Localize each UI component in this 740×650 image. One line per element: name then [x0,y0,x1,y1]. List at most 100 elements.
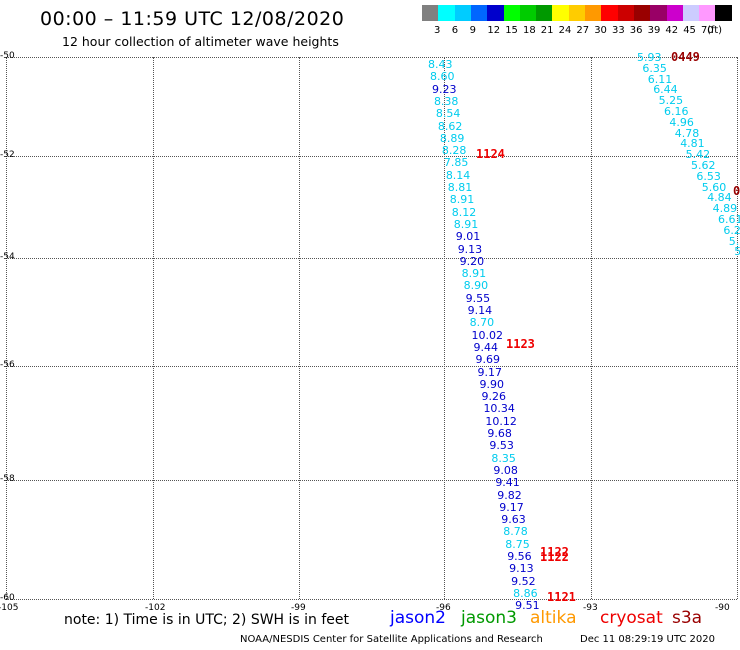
latitude-label: -50 [0,51,15,61]
wave-height-value: 5.42 [685,148,711,162]
wave-height-value: 9.17 [499,500,524,514]
pass-time-label: 1122 [540,550,569,564]
scale-swatch [585,5,602,21]
footer-timestamp: Dec 11 08:29:19 UTC 2020 [580,634,715,645]
wave-height-value: 8.60 [429,70,455,84]
pass-time-label: 1122 [540,545,569,559]
latitude-label: -60 [0,593,15,603]
pass-time-label: 1123 [506,337,535,351]
wave-height-value: 5 [734,245,740,259]
wave-height-value: 5.25 [658,94,684,108]
wave-height-value: 9.20 [459,254,485,268]
scale-swatch [536,5,554,21]
scale-swatch [633,5,651,21]
wave-height-value: 9.01 [455,230,481,244]
latitude-label: -56 [0,360,15,370]
scale-label: 6 [451,25,459,36]
longitude-label: -90 [715,603,730,613]
longitude-gridline [299,57,300,599]
wave-height-value: 9.90 [479,377,504,391]
pass-time-label: 1121 [547,590,576,604]
wave-height-value: 8.91 [449,193,475,207]
wave-height-value: 10.02 [471,328,504,342]
wave-height-value: 4.81 [680,137,705,151]
wave-height-value: 9.17 [477,365,503,379]
wave-height-value: 8.12 [451,205,477,219]
scale-label: 33 [612,25,625,36]
wave-height-value: 6.11 [647,72,673,86]
wave-height-value: 6.44 [653,83,678,97]
latitude-gridline [6,599,737,600]
note-text: note: 1) Time is in UTC; 2) SWH is in fe… [64,612,350,628]
wave-height-value: 6.35 [642,61,667,75]
satellite-label-s3a: s3a [672,608,703,628]
scale-swatch [487,5,505,21]
latitude-label: -58 [0,474,15,484]
wave-height-value: 8.91 [461,267,487,281]
wave-height-value: 4.89 [712,202,738,216]
wave-height-value: 9.23 [431,82,457,96]
scale-swatch [470,5,488,21]
scale-swatch [666,5,684,21]
wave-height-value: 4.84 [707,191,732,205]
scale-swatch [422,5,439,21]
wave-height-value: 6.25 [723,223,740,237]
scale-swatch [715,5,733,21]
longitude-gridline [444,57,445,599]
wave-height-value: 8.14 [445,168,471,182]
wave-height-value: 10.12 [485,414,517,428]
wave-height-value: 9.53 [489,439,514,453]
wave-height-value: 9.13 [509,562,534,576]
scale-label: 39 [647,25,661,36]
scale-swatch [454,5,472,21]
longitude-label: -105 [0,603,19,613]
scale-swatch [650,5,668,21]
wave-height-value: 6.61 [718,213,740,226]
wave-height-value: 9.08 [493,463,518,477]
wave-height-value: 9.56 [507,550,532,563]
wave-height-value: 8.81 [447,181,473,194]
wave-height-value: 8.38 [433,94,459,108]
latitude-label: -54 [0,252,15,262]
scale-label: 21 [540,25,554,36]
wave-height-value: 9.69 [475,353,501,367]
scale-swatch [699,5,717,21]
pass-time-label: 0 [733,184,740,198]
latitude-gridline [6,156,737,157]
scale-swatch [519,5,537,21]
wave-height-value: 8.89 [439,131,465,145]
scale-swatch [438,5,456,21]
footer-credit: NOAA/NESDIS Center for Satellite Applica… [240,634,543,645]
scale-label: 45 [683,25,696,36]
map-title: 00:00 – 11:59 UTC 12/08/2020 [40,8,345,30]
scale-label: 3 [434,25,441,36]
wave-height-value: 9.68 [487,427,512,440]
latitude-gridline [6,480,737,481]
satellite-label-jason2: jason2 [390,608,446,628]
wave-height-value: 9.52 [511,574,536,588]
scale-swatch [617,5,635,21]
latitude-gridline [6,366,737,367]
wave-height-value: 8.35 [491,451,516,465]
wave-height-value: 9.14 [467,304,493,317]
wave-height-value: 8.54 [435,107,461,121]
wave-height-value: 8.62 [437,119,463,133]
latitude-gridline [6,258,737,259]
longitude-label: -102 [145,603,166,613]
wave-height-value: 7.85 [443,156,469,170]
longitude-label: -99 [291,603,306,613]
wave-height-value: 9.44 [473,340,499,354]
scale-label: 30 [594,25,607,36]
wave-height-value: 6.16 [664,105,689,118]
pass-time-label: 1124 [476,147,505,161]
wave-height-value: 9.26 [481,390,506,404]
wave-height-value: 9.41 [495,476,520,490]
scale-swatch [601,5,619,21]
longitude-label: -96 [436,603,451,613]
wave-height-value: 8.28 [441,144,467,158]
latitude-label: -52 [0,150,15,160]
longitude-gridline [737,57,738,599]
longitude-gridline [153,57,154,599]
longitude-gridline [591,57,592,599]
